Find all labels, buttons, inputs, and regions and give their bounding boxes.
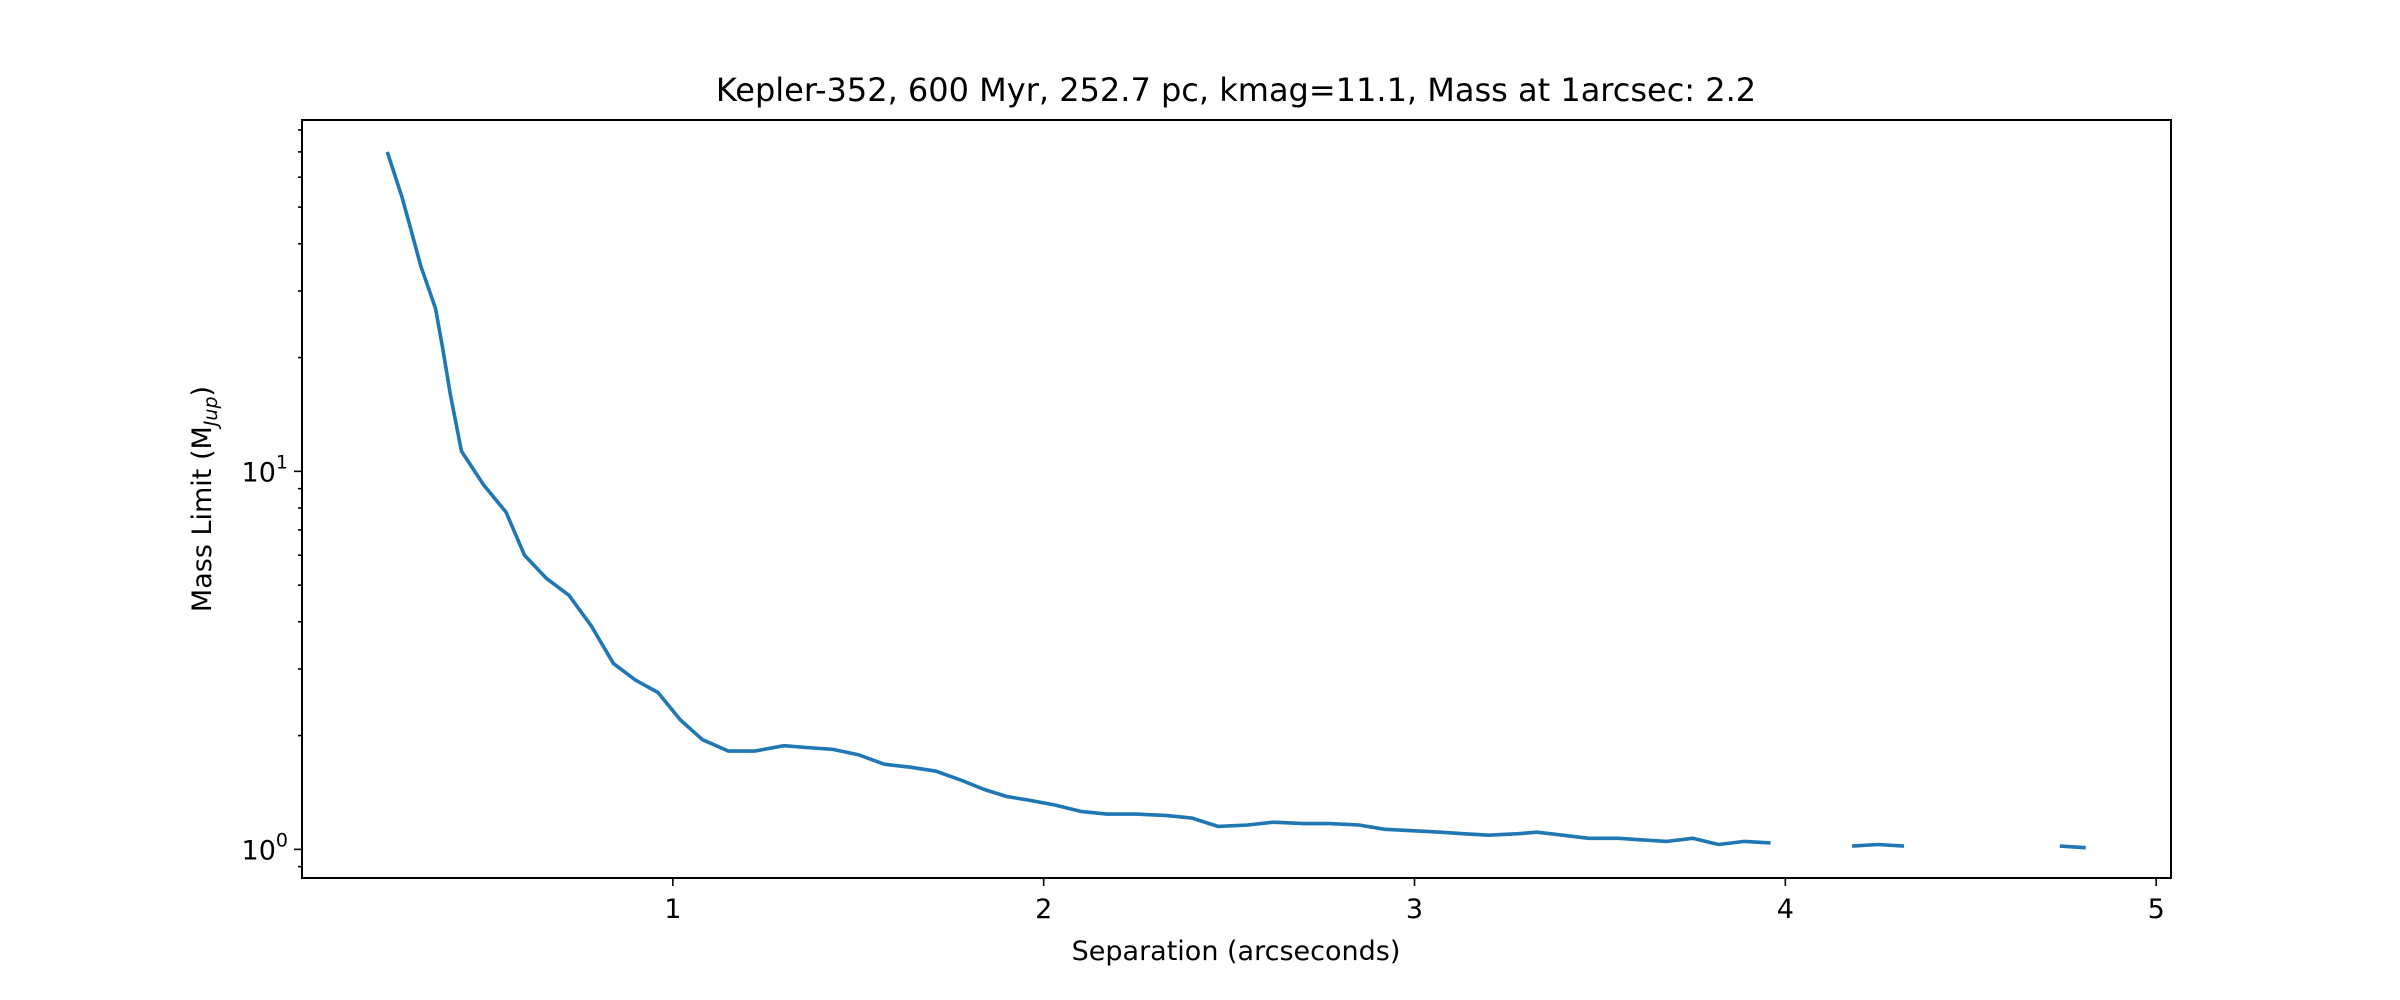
x-tick-label-0: 1 <box>664 894 681 925</box>
y-tick-label-base-1: 10 <box>242 457 276 488</box>
y-axis-label-suffix: ) <box>187 386 218 397</box>
y-tick-label-exp-1: 1 <box>276 451 288 473</box>
series-line-0 <box>385 151 2086 850</box>
x-axis-label: Separation (arcseconds) <box>1072 936 1401 967</box>
y-tick-label-1: 101 <box>242 451 288 488</box>
y-axis-minor-ticks <box>298 129 302 868</box>
series-group <box>385 151 2086 850</box>
y-tick-label-0: 100 <box>242 829 288 866</box>
chart-title: Kepler-352, 600 Myr, 252.7 pc, kmag=11.1… <box>716 71 1756 109</box>
y-axis-label-main: Mass Limit (M <box>187 426 218 612</box>
x-tick-label-4: 5 <box>2148 894 2165 925</box>
x-tick-label-1: 2 <box>1035 894 1052 925</box>
x-axis: 1 2 3 4 5 <box>664 878 2165 925</box>
y-tick-label-base-0: 10 <box>242 835 276 866</box>
y-axis-label-subscript: Jup <box>200 396 222 430</box>
y-axis-label: Mass Limit (MJup) <box>187 386 222 612</box>
x-tick-label-3: 4 <box>1777 894 1794 925</box>
x-tick-label-2: 3 <box>1406 894 1423 925</box>
plot-frame <box>301 119 2172 879</box>
y-tick-label-exp-0: 0 <box>276 829 288 851</box>
